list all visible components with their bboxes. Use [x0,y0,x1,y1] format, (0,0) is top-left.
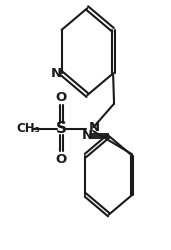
Text: N: N [89,121,100,134]
Text: N: N [82,129,93,142]
Text: CH₃: CH₃ [16,122,40,135]
Text: S: S [56,121,67,136]
Text: N: N [51,67,62,80]
Text: O: O [56,153,67,166]
Text: O: O [56,91,67,104]
